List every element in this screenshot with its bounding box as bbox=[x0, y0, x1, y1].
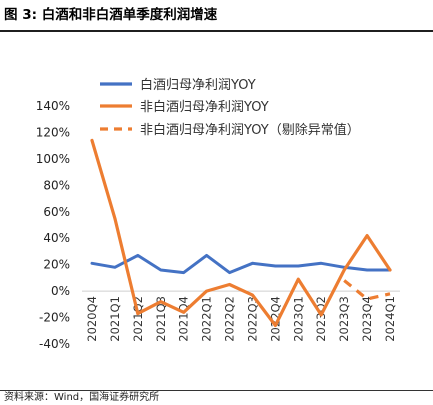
title-divider bbox=[0, 30, 433, 32]
y-tick-label: 120% bbox=[36, 125, 70, 139]
y-tick-label: -40% bbox=[39, 337, 70, 351]
x-tick-label: 2020Q4 bbox=[85, 296, 99, 342]
legend-label-2: 非白酒归母净利润YOY bbox=[140, 99, 269, 115]
line-chart: -40% -20% 0% 20% 40% 60% 80% 100% 120% 140% 2020Q4… bbox=[36, 77, 400, 351]
x-tick-label: 2023Q1 bbox=[291, 296, 305, 342]
x-tick-label: 2024Q1 bbox=[383, 296, 397, 342]
x-tick-label: 2023Q4 bbox=[360, 296, 374, 342]
figure-title: 图 3: 白酒和非白酒单季度利润增速 bbox=[4, 7, 218, 23]
x-tick-label: 2022Q2 bbox=[223, 296, 237, 342]
legend-label-1: 白酒归母净利润YOY bbox=[140, 77, 256, 93]
legend-label-3: 非白酒归母净利润YOY（剔除异常值） bbox=[140, 122, 360, 138]
x-tick-label: 2022Q1 bbox=[200, 296, 214, 342]
source-note: 资料来源：Wind，国海证券研究所 bbox=[4, 392, 160, 403]
y-tick-label: 20% bbox=[43, 258, 70, 272]
x-tick-label: 2022Q4 bbox=[268, 296, 282, 342]
y-tick-label: 100% bbox=[36, 152, 70, 166]
series-line-1 bbox=[90, 253, 392, 275]
y-tick-label: 40% bbox=[43, 231, 70, 245]
x-tick-label: 2021Q1 bbox=[108, 296, 122, 342]
x-tick-label: 2021Q2 bbox=[131, 296, 145, 342]
y-tick-label: 140% bbox=[36, 99, 70, 113]
x-tick-label: 2022Q3 bbox=[245, 296, 259, 342]
x-tick-label: 2021Q3 bbox=[154, 296, 168, 342]
footer-divider bbox=[0, 390, 433, 391]
y-tick-label: -20% bbox=[39, 311, 70, 325]
series-line-2 bbox=[90, 138, 392, 328]
y-tick-label: 80% bbox=[43, 178, 70, 192]
x-tick-label: 2021Q4 bbox=[177, 296, 191, 342]
y-tick-label: 0% bbox=[51, 284, 70, 298]
x-tick-label: 2023Q3 bbox=[337, 296, 351, 342]
y-tick-label: 60% bbox=[43, 205, 70, 219]
